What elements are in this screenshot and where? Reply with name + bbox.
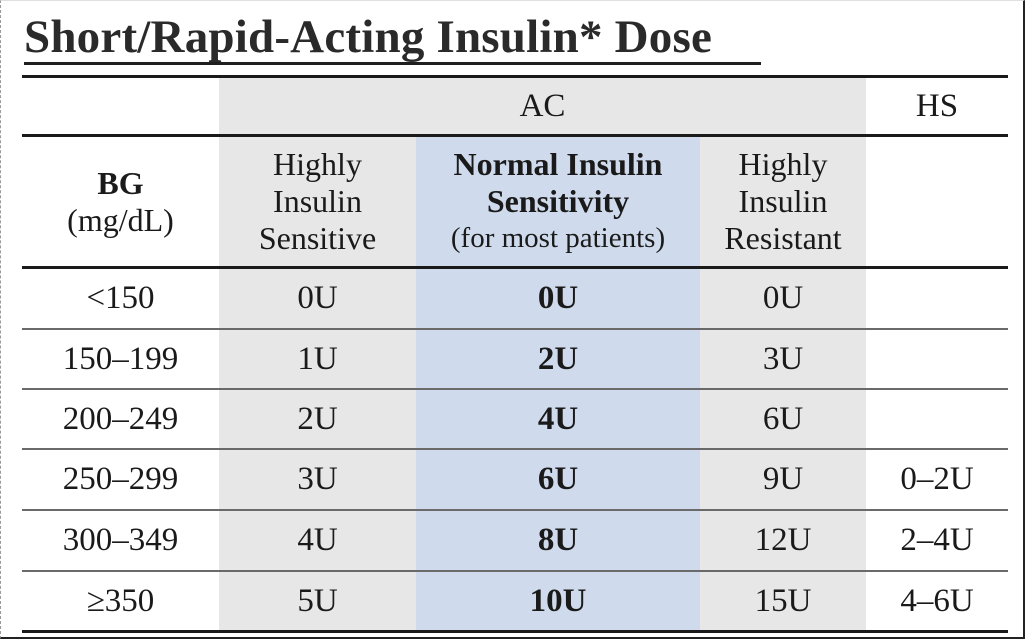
rule-row-4 [22, 509, 1008, 511]
bg-header-label: BG [97, 164, 144, 201]
rule-row-3 [22, 448, 1008, 450]
bg-cell: <150 [86, 280, 155, 316]
bg-cell: 200–249 [62, 400, 179, 437]
resistant-header-line1: Highly [738, 146, 828, 182]
sensitive-dose-cell: 3U [297, 461, 338, 497]
resistant-dose-cell: 0U [762, 280, 804, 316]
bg-cell: 150–199 [62, 340, 179, 377]
hs-dose-cell [866, 390, 1008, 448]
title-underline [24, 62, 761, 65]
sensitive-column-shade [219, 135, 416, 632]
bg-header-unit: (mg/dL) [67, 201, 174, 238]
hs-dose-cell [866, 330, 1008, 388]
group-header-hs: HS [915, 87, 959, 124]
normal-dose-cell: 8U [537, 522, 579, 558]
ac-header-shade [219, 77, 866, 135]
resistant-header-line3: Resistant [724, 220, 842, 256]
normal-header-line3: (for most patients) [450, 222, 666, 254]
normal-header-line1: Normal Insulin [453, 146, 663, 182]
hs-dose-cell: 0–2U [900, 461, 974, 497]
normal-header-line2: Sensitivity [486, 183, 630, 219]
resistant-column-shade [700, 135, 866, 632]
column-header-bg: BG (mg/dL) [22, 137, 219, 266]
resistant-header-line2: Insulin [738, 183, 828, 219]
hs-dose-cell: 2–4U [900, 522, 974, 558]
resistant-dose-cell: 9U [762, 461, 804, 497]
resistant-dose-cell: 15U [754, 582, 812, 619]
bg-cell: ≥350 [86, 582, 155, 619]
sensitive-dose-cell: 2U [297, 400, 338, 437]
column-header-normal: Normal Insulin Sensitivity (for most pat… [416, 137, 700, 266]
resistant-dose-cell: 12U [754, 522, 812, 558]
normal-dose-cell: 0U [537, 280, 579, 316]
sensitive-dose-cell: 5U [297, 582, 338, 619]
sensitive-header-line1: Highly [273, 146, 362, 182]
resistant-dose-cell: 6U [762, 400, 804, 437]
rule-bottom [22, 630, 1008, 633]
rule-under-column-header [22, 266, 1008, 269]
sensitive-dose-cell: 1U [297, 340, 338, 377]
resistant-dose-cell: 3U [762, 340, 804, 377]
bg-cell: 300–349 [62, 522, 179, 558]
rule-row-2 [22, 388, 1008, 390]
rule-under-group-header [22, 134, 1008, 137]
rule-row-5 [22, 570, 1008, 572]
normal-dose-cell: 6U [537, 461, 579, 497]
normal-column-shade [416, 135, 700, 632]
normal-dose-cell: 10U [529, 582, 587, 619]
rule-row-1 [22, 328, 1008, 330]
sensitive-header-line3: Sensitive [258, 220, 377, 256]
column-header-highly-resistant: Highly Insulin Resistant [700, 137, 866, 266]
rule-top [22, 75, 1008, 78]
group-header-ac: AC [519, 87, 566, 124]
sensitive-dose-cell: 4U [297, 522, 338, 558]
normal-dose-cell: 2U [537, 340, 579, 377]
column-header-highly-sensitive: Highly Insulin Sensitive [219, 137, 416, 266]
page-title: Short/Rapid-Acting Insulin* Dose [24, 11, 713, 63]
normal-dose-cell: 4U [537, 400, 579, 437]
bg-cell: 250–299 [62, 461, 179, 497]
hs-dose-cell: 4–6U [900, 582, 974, 619]
sensitive-header-line2: Insulin [273, 183, 362, 219]
sensitive-dose-cell: 0U [297, 280, 338, 316]
hs-dose-cell [866, 269, 1008, 328]
